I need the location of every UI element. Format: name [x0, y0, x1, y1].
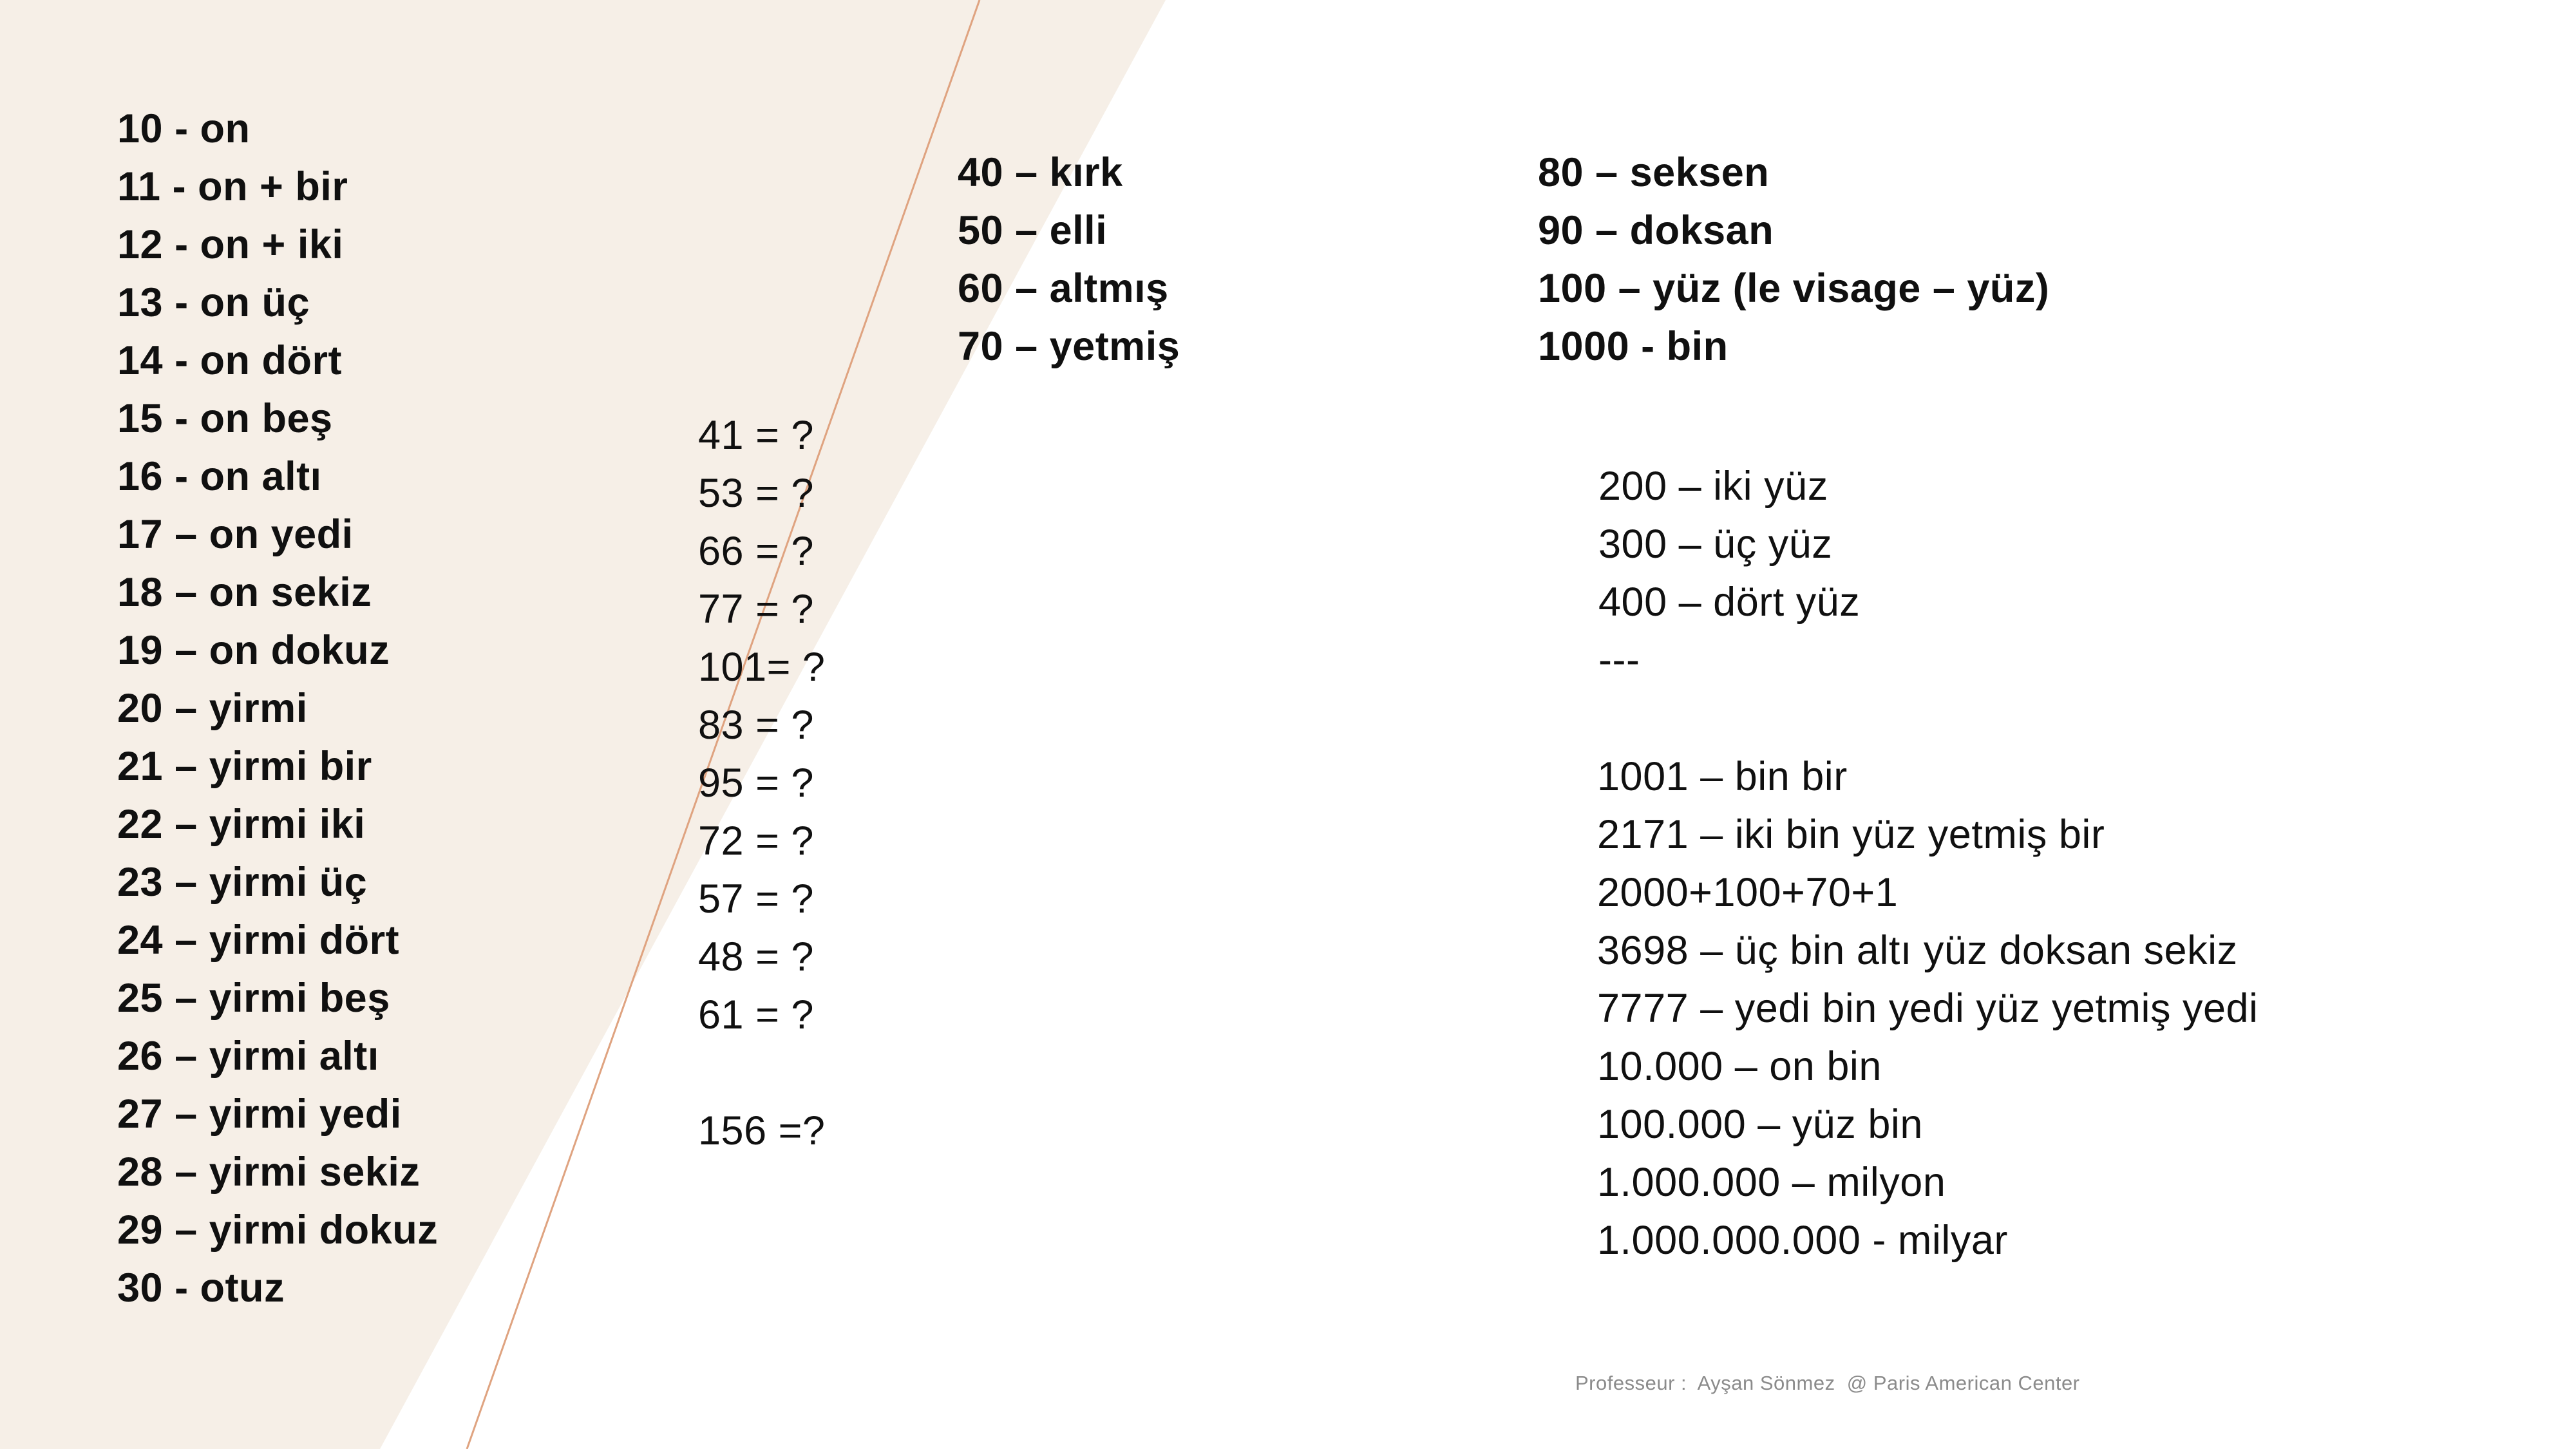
list-item: 29 – yirmi dokuz: [117, 1208, 439, 1253]
list-item: 25 – yirmi beş: [117, 976, 390, 1021]
list-item: 300 – üç yüz: [1598, 522, 1833, 567]
numbers-10-30-list: 10 - on 11 - on + bir 12 - on + iki 13 - on…: [117, 100, 438, 1317]
list-item: 22 – yirmi iki: [117, 802, 366, 847]
list-item: 12 - on + iki: [117, 222, 344, 267]
list-item: [698, 1044, 825, 1102]
list-item: 400 – dört yüz: [1598, 580, 1861, 625]
list-item: 18 – on sekiz: [117, 570, 372, 615]
background-wedge-shape: [0, 0, 1166, 1449]
numbers-40-70-list: 40 – kırk 50 – elli 60 – altmış 70 – yetmiş: [958, 144, 1180, 375]
list-item: 57 = ?: [698, 876, 814, 922]
list-item: 10 - on: [117, 106, 251, 151]
accent-diagonal-line: [466, 0, 981, 1449]
list-item: 1000 - bin: [1538, 324, 1728, 369]
list-item: 200 – iki yüz: [1598, 464, 1828, 509]
list-item: 1.000.000 – milyon: [1597, 1160, 1946, 1205]
list-item: 10.000 – on bin: [1597, 1044, 1882, 1089]
list-item: 24 – yirmi dört: [117, 918, 400, 963]
list-item: 40 – kırk: [958, 150, 1123, 195]
list-item: 3698 – üç bin altı yüz doksan sekiz: [1597, 928, 2238, 973]
list-item: 101= ?: [698, 645, 826, 690]
list-item: 13 - on üç: [117, 280, 310, 325]
practice-questions-list: 41 = ? 53 = ? 66 = ? 77 = ? 101= ? 83 = ? 95 =…: [698, 406, 825, 1160]
list-item: 2000+100+70+1: [1597, 870, 1899, 915]
list-item: 2171 – iki bin yüz yetmiş bir: [1597, 812, 2105, 857]
list-item: 77 = ?: [698, 587, 814, 632]
list-item: 7777 – yedi bin yedi yüz yetmiş yedi: [1597, 986, 2259, 1031]
list-item: 17 – on yedi: [117, 512, 354, 557]
list-item: 70 – yetmiş: [958, 324, 1180, 369]
thousands-examples-list: 1001 – bin bir 2171 – iki bin yüz yetmiş …: [1597, 748, 2259, 1269]
hundreds-examples-list: 200 – iki yüz 300 – üç yüz 400 – dört yüz -…: [1598, 457, 1860, 689]
list-item: 156 =?: [698, 1108, 826, 1153]
list-item: 27 – yirmi yedi: [117, 1092, 402, 1137]
numbers-80-1000-list: 80 – seksen 90 – doksan 100 – yüz (le visa…: [1538, 144, 2049, 375]
list-item: 72 = ?: [698, 819, 814, 864]
list-item: 100.000 – yüz bin: [1597, 1102, 1923, 1147]
list-item: 23 – yirmi üç: [117, 860, 368, 905]
list-item: 30 - otuz: [117, 1265, 285, 1311]
list-item: 95 = ?: [698, 761, 814, 806]
list-item: 26 – yirmi altı: [117, 1034, 379, 1079]
list-item: 100 – yüz (le visage – yüz): [1538, 266, 2050, 311]
list-item: 80 – seksen: [1538, 150, 1770, 195]
list-item: 1001 – bin bir: [1597, 754, 1848, 799]
list-item: 14 - on dört: [117, 338, 342, 383]
list-item: 50 – elli: [958, 208, 1108, 253]
list-item: 48 = ?: [698, 934, 814, 980]
list-item: 11 - on + bir: [117, 164, 348, 209]
list-item: 16 - on altı: [117, 454, 322, 499]
list-item: 60 – altmış: [958, 266, 1169, 311]
list-item: ---: [1598, 638, 1640, 683]
list-item: 61 = ?: [698, 992, 814, 1037]
list-item: 19 – on dokuz: [117, 628, 390, 673]
list-item: 28 – yirmi sekiz: [117, 1150, 421, 1195]
list-item: 41 = ?: [698, 413, 814, 458]
footer-credit: Professeur : Ayşan Sönmez @ Paris Americ…: [1575, 1372, 2080, 1394]
list-item: 1.000.000.000 - milyar: [1597, 1218, 2008, 1263]
list-item: 53 = ?: [698, 471, 814, 516]
list-item: 21 – yirmi bir: [117, 744, 372, 789]
list-item: 15 - on beş: [117, 396, 333, 441]
list-item: 20 – yirmi: [117, 686, 308, 731]
list-item: 66 = ?: [698, 529, 814, 574]
list-item: 90 – doksan: [1538, 208, 1774, 253]
list-item: 83 = ?: [698, 703, 814, 748]
